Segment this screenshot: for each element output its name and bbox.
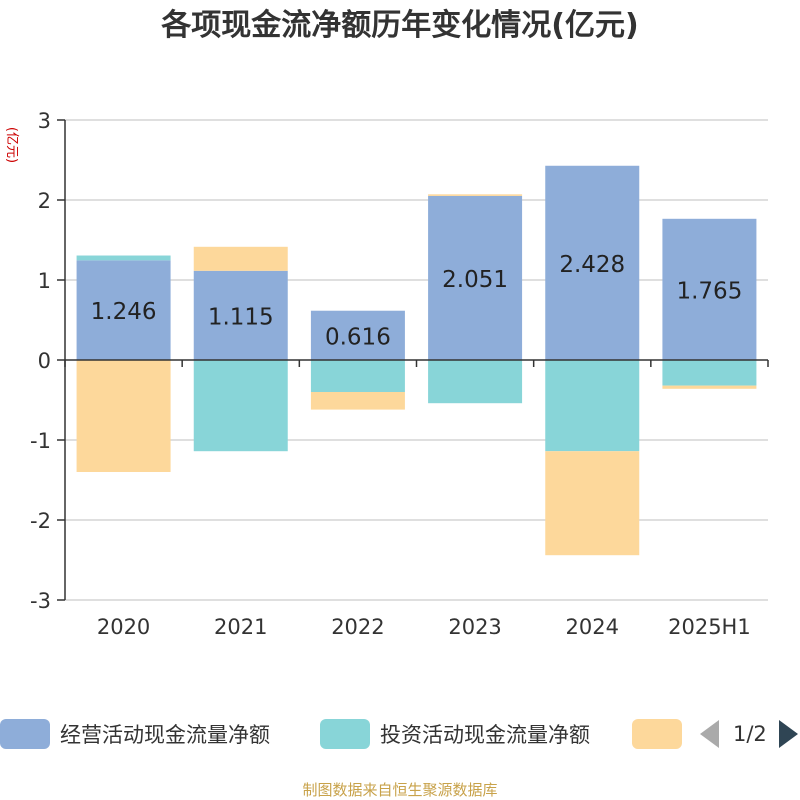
- x-tick-label: 2021: [214, 615, 267, 639]
- y-tick-label: 1: [38, 269, 51, 293]
- grid-lines: [65, 119, 768, 601]
- x-tick-label: 2022: [331, 615, 384, 639]
- bar-series-2-2022[interactable]: [310, 392, 405, 410]
- data-label-2022: 0.616: [325, 324, 391, 350]
- bar-series-1-2025H1[interactable]: [662, 360, 757, 386]
- x-tick-label: 2023: [448, 615, 501, 639]
- chart-title: 各项现金流净额历年变化情况(亿元): [161, 8, 639, 43]
- bar-series-0-2023[interactable]: [428, 195, 523, 360]
- x-tick-label: 2020: [97, 615, 150, 639]
- axes: 3 2 1 0 -1 -2 -3 2020 2021 2022 2023 2024 2025H1: [30, 109, 769, 639]
- y-tick-label: 0: [38, 349, 51, 373]
- pager-text: 1/2: [733, 722, 767, 746]
- data-label-2020: 1.246: [91, 299, 157, 325]
- y-tick-label: 3: [38, 109, 51, 133]
- legend-label-operating: 经营活动现金流量净额: [60, 723, 270, 747]
- source-note: 制图数据来自恒生聚源数据库: [302, 781, 498, 799]
- y-axis-unit-label: (亿元): [4, 127, 19, 163]
- bar-series-1-2020[interactable]: [76, 255, 171, 261]
- pager-next-icon[interactable]: [778, 720, 798, 748]
- bar-series-0-2020[interactable]: [76, 260, 171, 360]
- bar-series-0-2022[interactable]: [310, 310, 405, 360]
- data-label-2025H1: 1.765: [676, 278, 742, 304]
- bar-series-2-2020[interactable]: [76, 360, 171, 472]
- bar-series-2-2021[interactable]: [193, 246, 288, 271]
- legend-swatch-financing: [632, 719, 682, 749]
- data-label-2024: 2.428: [559, 252, 625, 278]
- y-tick-label: -2: [30, 509, 51, 533]
- x-tick-label: 2025H1: [668, 615, 751, 639]
- pager-prev-icon[interactable]: [700, 720, 719, 748]
- legend-label-investing: 投资活动现金流量净额: [380, 723, 590, 747]
- legend-pager: 1/2: [700, 716, 798, 752]
- data-label-2023: 2.051: [442, 267, 508, 293]
- legend-swatch-operating: [0, 719, 50, 749]
- y-tick-label: -3: [30, 589, 51, 613]
- legend-item-operating[interactable]: 经营活动现金流量净额: [0, 716, 270, 752]
- legend-item-financing[interactable]: [632, 716, 682, 752]
- bar-series-0-2025H1[interactable]: [662, 218, 757, 360]
- bar-series-2-2024[interactable]: [545, 451, 640, 556]
- bar-series-1-2024[interactable]: [545, 360, 640, 452]
- stacked-bar-chart: 3 2 1 0 -1 -2 -3 2020 2021 2022 2023 2024 2025H1 1.2…: [4, 109, 769, 639]
- data-labels: 1.246 1.115 0.616 2.051 2.428 1.765: [91, 252, 743, 350]
- legend: 经营活动现金流量净额 投资活动现金流量净额 1/2: [0, 716, 800, 754]
- bar-series-2-2023[interactable]: [428, 194, 523, 196]
- y-tick-label: 2: [38, 189, 51, 213]
- bar-series-1-2022[interactable]: [310, 360, 405, 392]
- bar-series-1-2023[interactable]: [428, 360, 523, 404]
- bar-series-2-2025H1[interactable]: [662, 385, 757, 389]
- bar-series-0-2024[interactable]: [545, 165, 640, 360]
- bar-series-0-2021[interactable]: [193, 270, 288, 360]
- bars[interactable]: [76, 165, 757, 556]
- legend-item-investing[interactable]: 投资活动现金流量净额: [320, 716, 590, 752]
- data-label-2021: 1.115: [208, 304, 274, 330]
- bar-series-1-2021[interactable]: [193, 360, 288, 452]
- x-tick-label: 2024: [566, 615, 619, 639]
- y-tick-label: -1: [30, 429, 51, 453]
- legend-swatch-investing: [320, 719, 370, 749]
